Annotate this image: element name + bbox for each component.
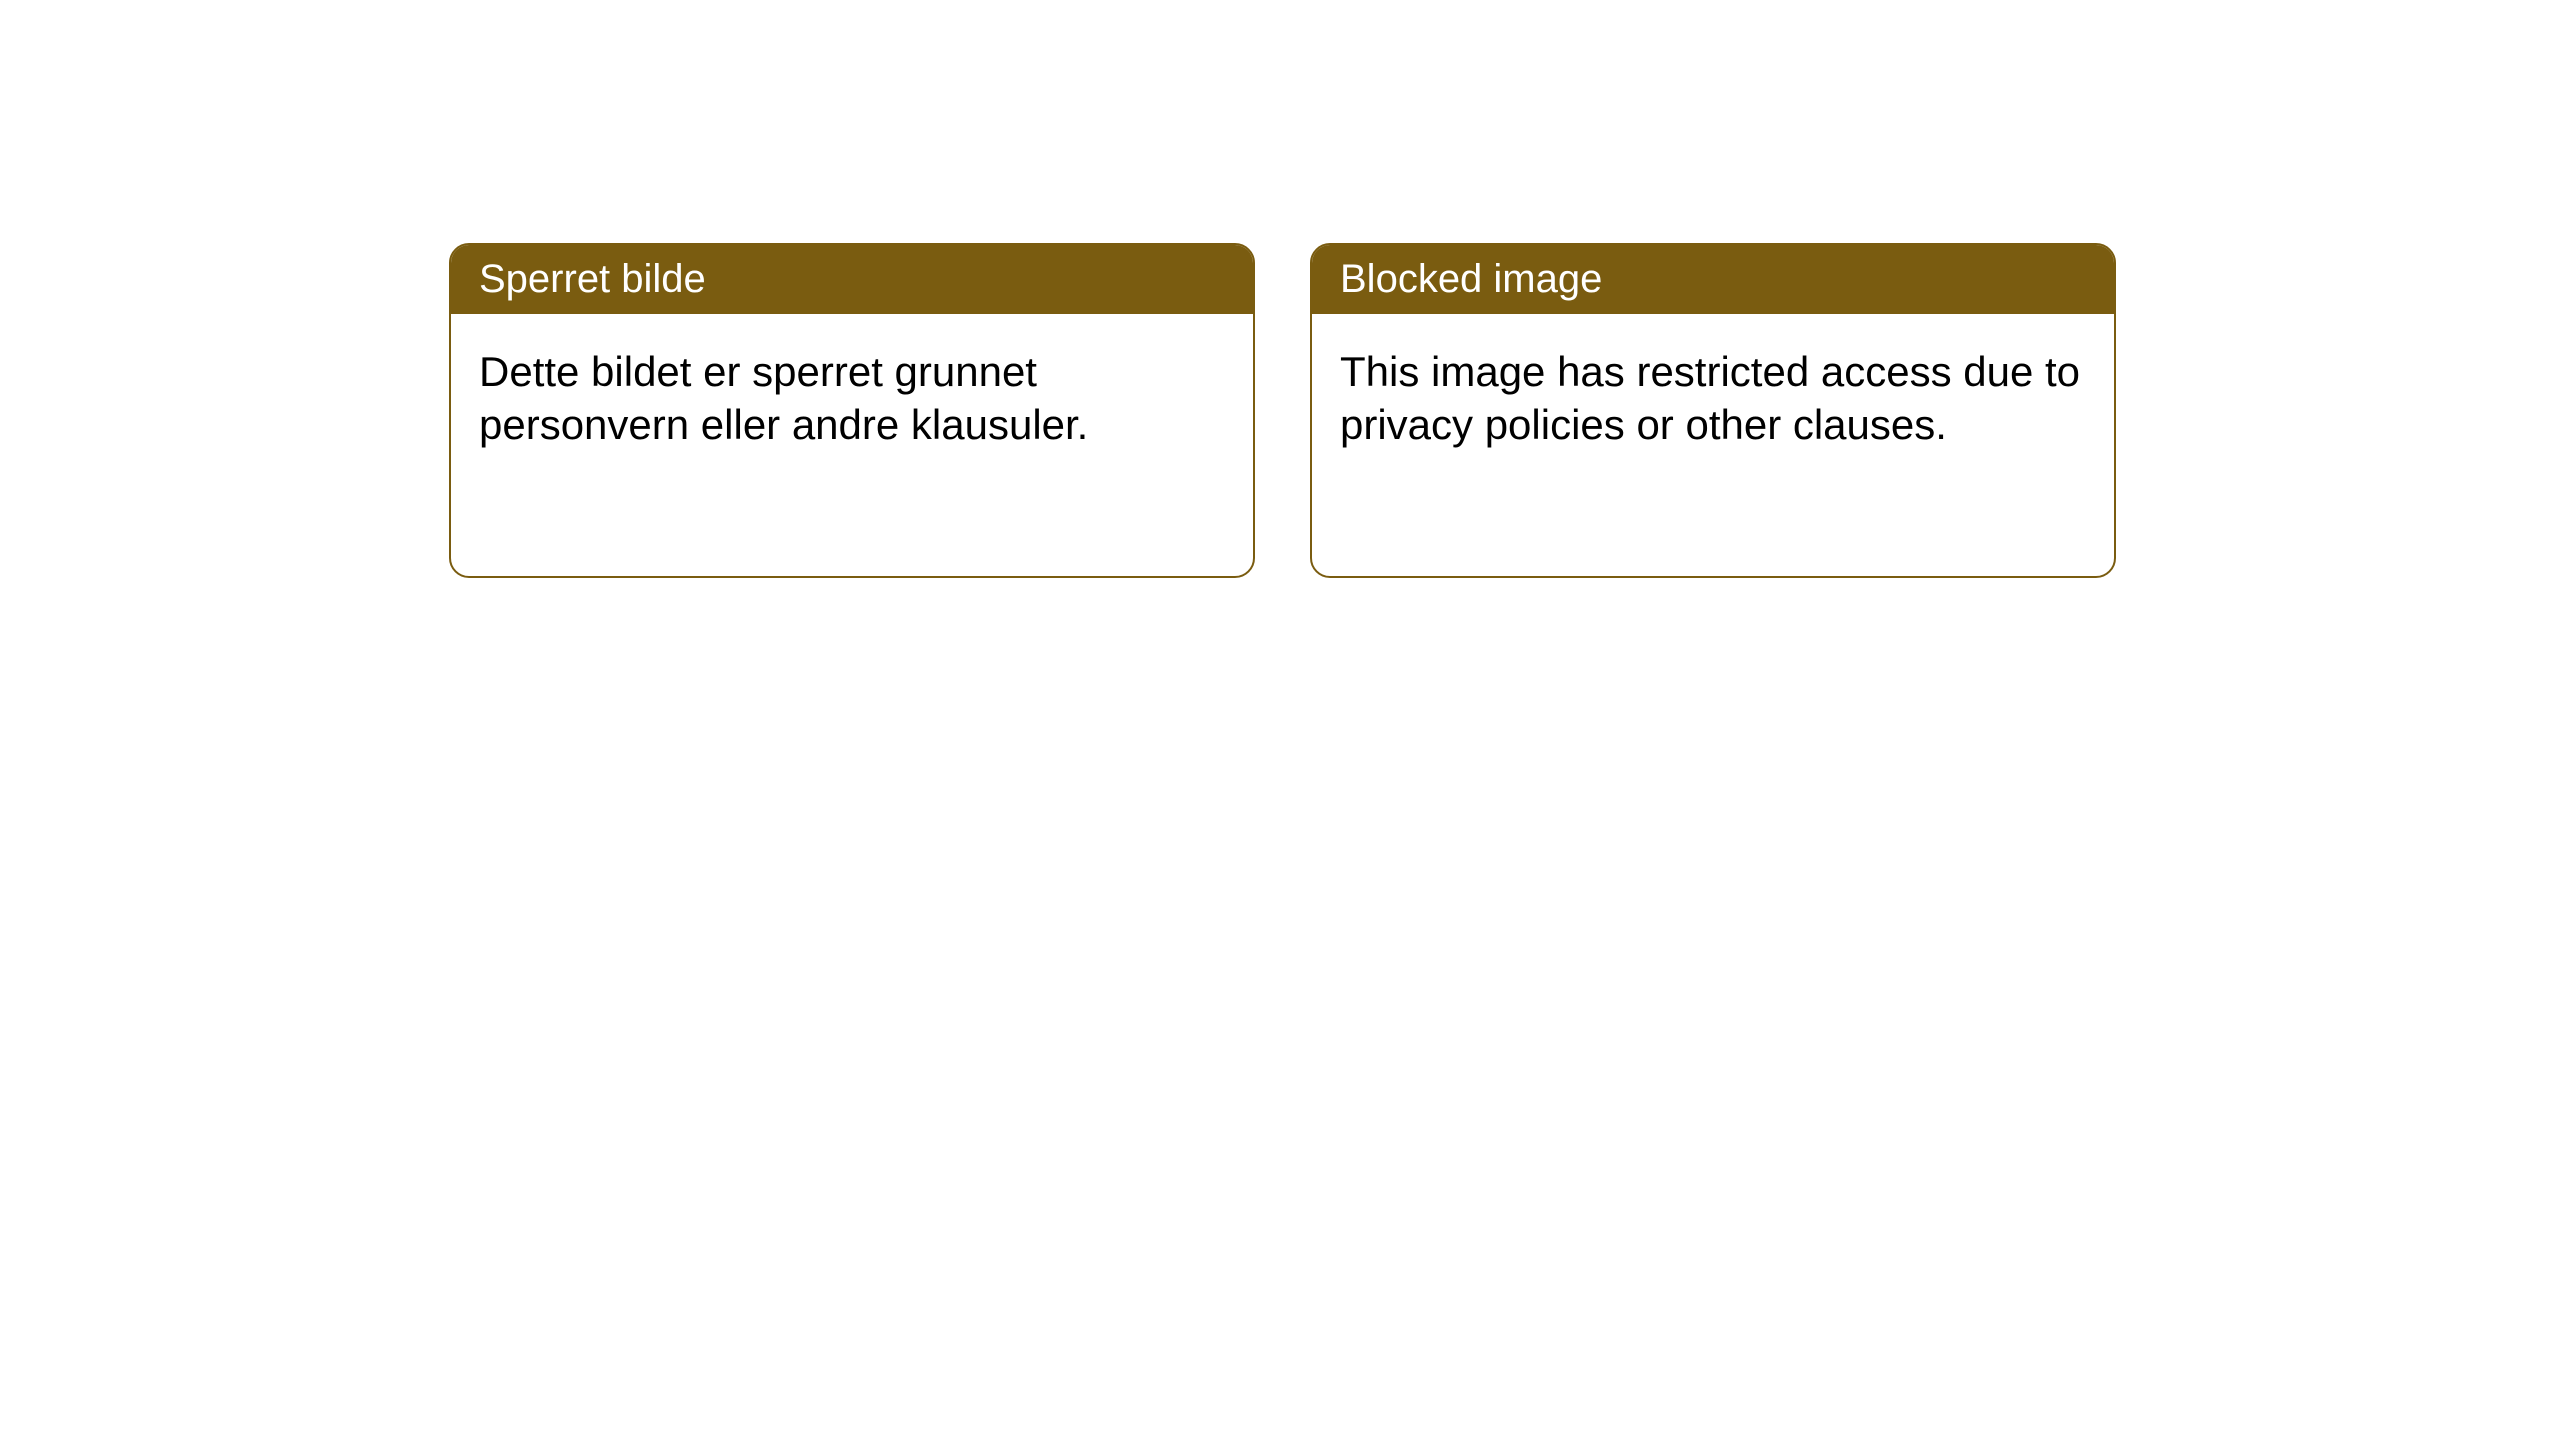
notice-body: Dette bildet er sperret grunnet personve… (451, 314, 1253, 483)
notice-body-text: This image has restricted access due to … (1340, 348, 2080, 448)
notice-body-text: Dette bildet er sperret grunnet personve… (479, 348, 1088, 448)
notice-header: Sperret bilde (451, 245, 1253, 314)
notice-card-norwegian: Sperret bilde Dette bildet er sperret gr… (449, 243, 1255, 578)
notice-header: Blocked image (1312, 245, 2114, 314)
notice-card-english: Blocked image This image has restricted … (1310, 243, 2116, 578)
notice-container: Sperret bilde Dette bildet er sperret gr… (0, 0, 2560, 578)
notice-title: Blocked image (1340, 257, 1602, 301)
notice-title: Sperret bilde (479, 257, 706, 301)
notice-body: This image has restricted access due to … (1312, 314, 2114, 483)
